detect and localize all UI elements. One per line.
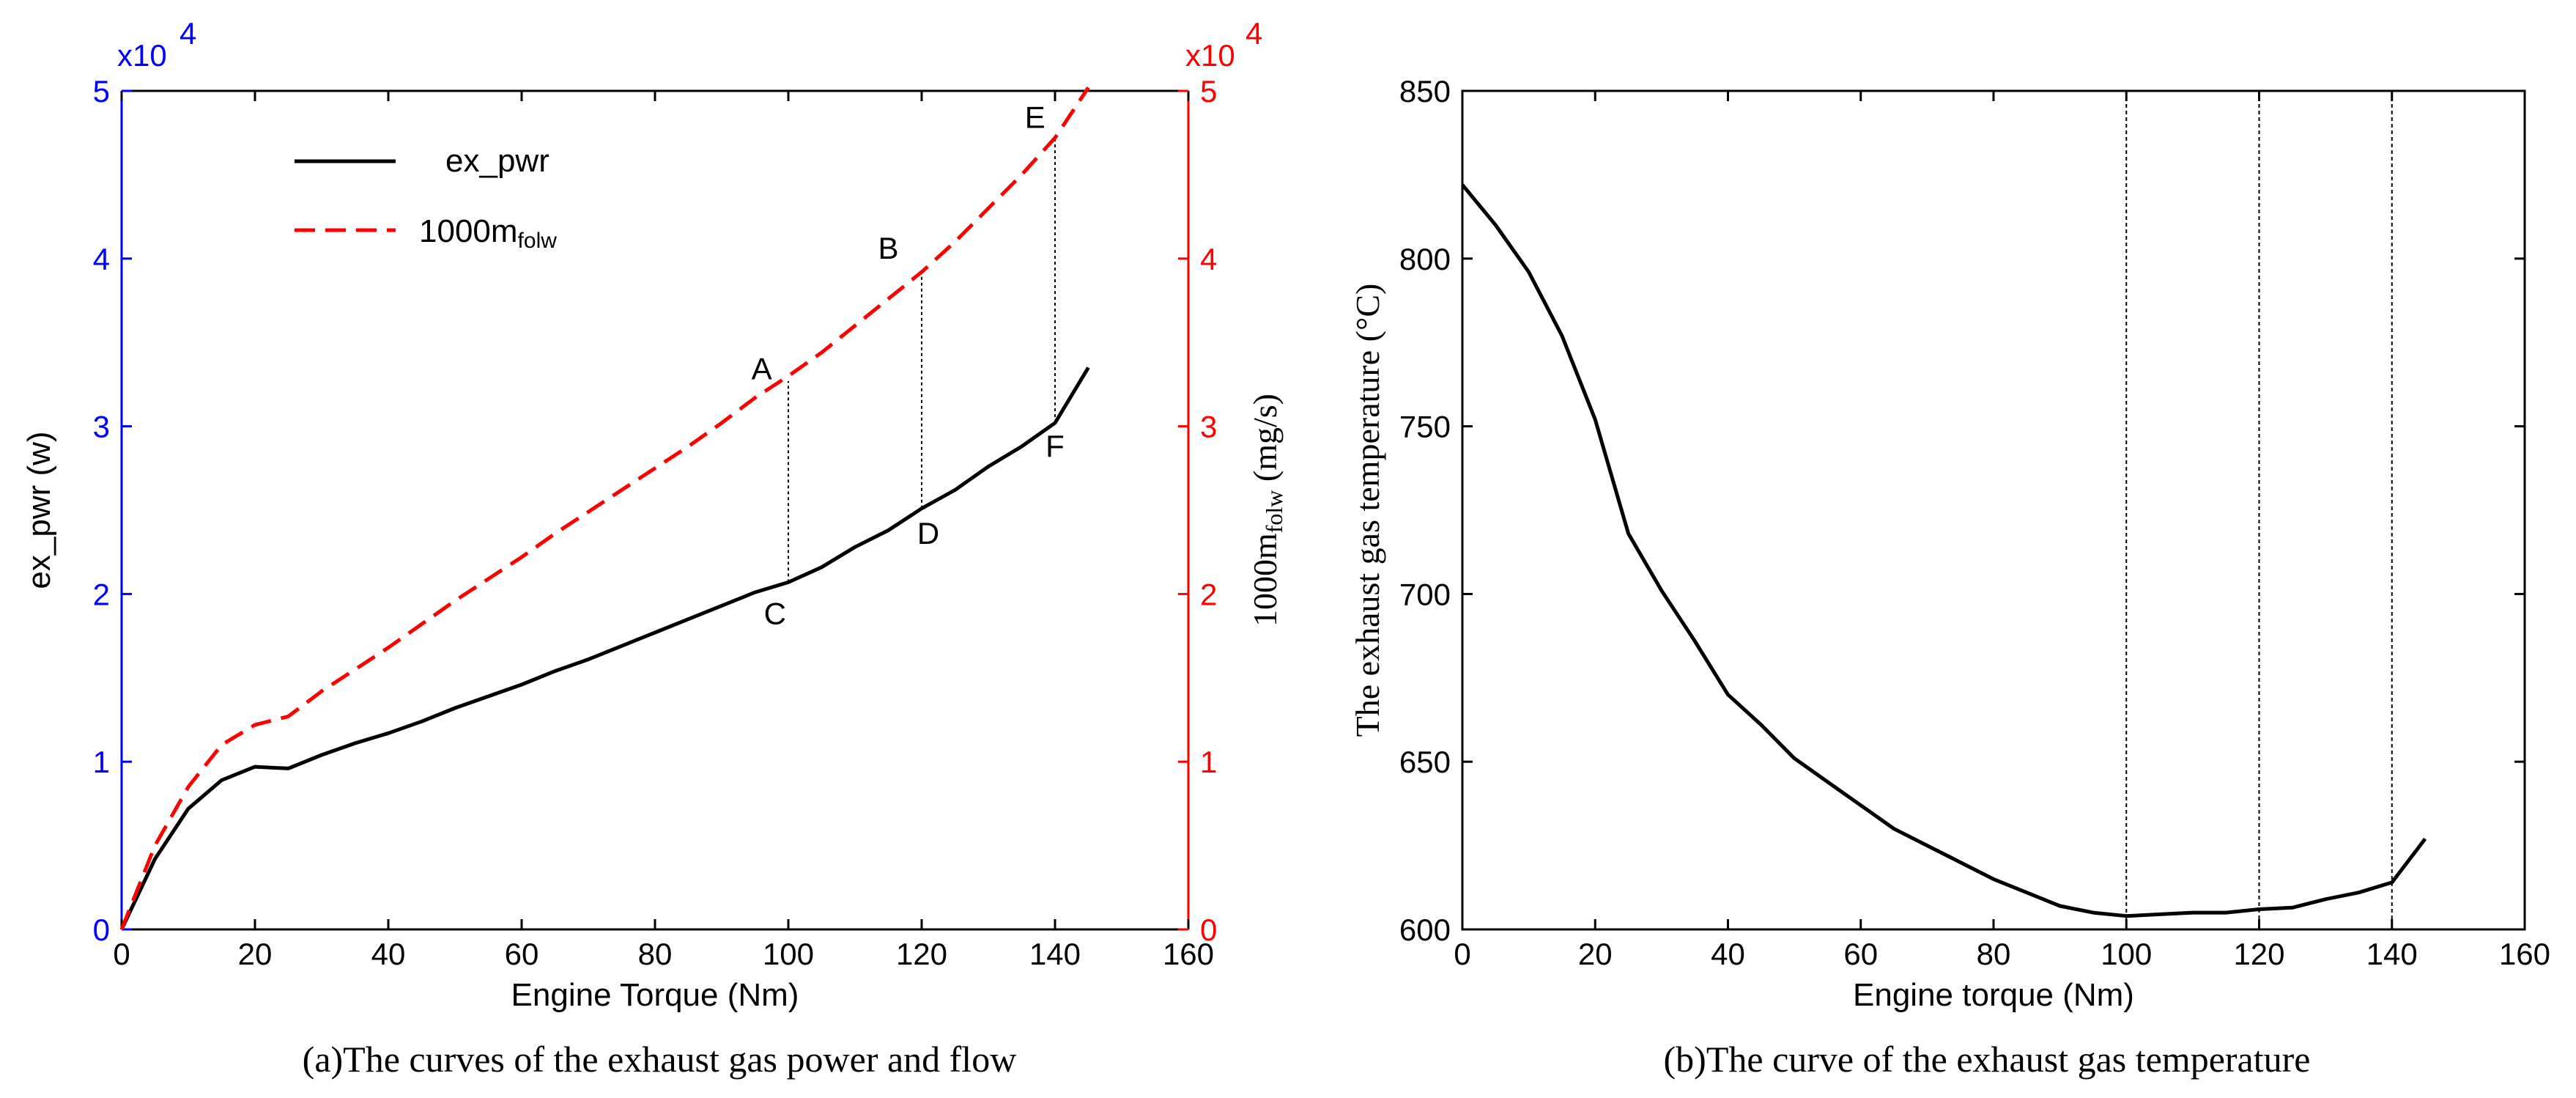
x-tick-label: 160 [2499,937,2550,971]
right-y-tick-label: 0 [1200,913,1217,947]
right-y-tick-label: 1 [1200,745,1217,779]
series-line-ex_pwr [119,366,1090,931]
y-axis-title: The exhaust gas temperature (°C) [1349,284,1386,737]
right-y-tick-label: 2 [1200,577,1217,611]
x-tick-label: 0 [1454,937,1470,971]
left-scale-factor: x10 [117,38,167,73]
y-tick-label: 650 [1399,745,1451,779]
x-tick-label: 100 [763,937,814,971]
legend-label-ex-pwr: ex_pwr [445,143,549,179]
y-tick-label: 600 [1399,913,1451,947]
legend-label-flow: 1000mfolw [419,213,557,253]
x-axis-title: Engine torque (Nm) [1853,977,2134,1013]
y-tick-label: 800 [1399,242,1451,276]
left-y-tick-label: 0 [93,913,110,947]
y-tick-label: 700 [1399,577,1451,611]
x-tick-label: 80 [1977,937,2011,971]
x-axis-title: Engine Torque (Nm) [511,977,799,1013]
point-label: C [764,597,786,631]
left-y-tick-label: 1 [93,745,110,779]
x-tick-label: 120 [896,937,947,971]
point-label: D [917,516,939,550]
x-tick-label: 20 [1578,937,1613,971]
series-line-1000m_folw [119,86,1090,930]
x-tick-label: 140 [1029,937,1081,971]
x-tick-label: 160 [1163,937,1214,971]
chart-a: 0 20 40 60 80 100 120 140 160012345012345x104x10… [21,16,1287,1080]
left-y-tick-label: 4 [93,242,110,276]
point-label: A [752,352,772,386]
x-tick-label: 140 [2366,937,2418,971]
x-tick-label: 80 [638,937,673,971]
left-scale-exponent: 4 [179,16,196,51]
right-y-axis-title: 1000mfolw (mg/s) [1246,394,1287,627]
right-y-axis-title-main: 1000m [1246,533,1284,627]
left-y-tick-label: 5 [93,74,110,108]
left-y-tick-label: 3 [93,410,110,444]
x-tick-label: 60 [1843,937,1878,971]
x-tick-label: 100 [2101,937,2152,971]
x-tick-label: 0 [113,937,130,971]
chart-b: 0 20 40 60 80 100 120 140 160 600 650 700 750 800 850 E… [1349,74,2550,1080]
x-tick-label: 20 [238,937,273,971]
point-label: B [878,231,898,265]
right-scale-exponent: 4 [1246,16,1262,51]
series-line-temperature [1461,183,2427,918]
right-y-tick-label: 4 [1200,242,1217,276]
right-y-axis-title-sub: folw [1261,490,1287,534]
right-y-axis-title-unit: (mg/s) [1246,394,1284,490]
right-y-tick-label: 3 [1200,410,1217,444]
right-scale-factor: x10 [1185,38,1235,73]
x-tick-label: 60 [505,937,539,971]
legend-label-flow-sub: folw [518,229,558,253]
left-y-axis-title: ex_pwr (w) [21,431,57,589]
y-tick-label: 750 [1399,410,1451,444]
right-y-tick-label: 5 [1200,74,1217,108]
x-tick-label: 40 [1711,937,1745,971]
caption-b: (b)The curve of the exhaust gas temperat… [1664,1039,2311,1080]
x-tick-label: 120 [2233,937,2284,971]
point-label: F [1045,429,1065,463]
point-label: E [1025,100,1045,134]
y-tick-label: 850 [1399,74,1451,108]
x-tick-label: 40 [371,937,406,971]
left-y-tick-label: 2 [93,577,110,611]
legend-label-flow-main: 1000m [419,213,518,249]
caption-a: (a)The curves of the exhaust gas power a… [303,1039,1017,1080]
